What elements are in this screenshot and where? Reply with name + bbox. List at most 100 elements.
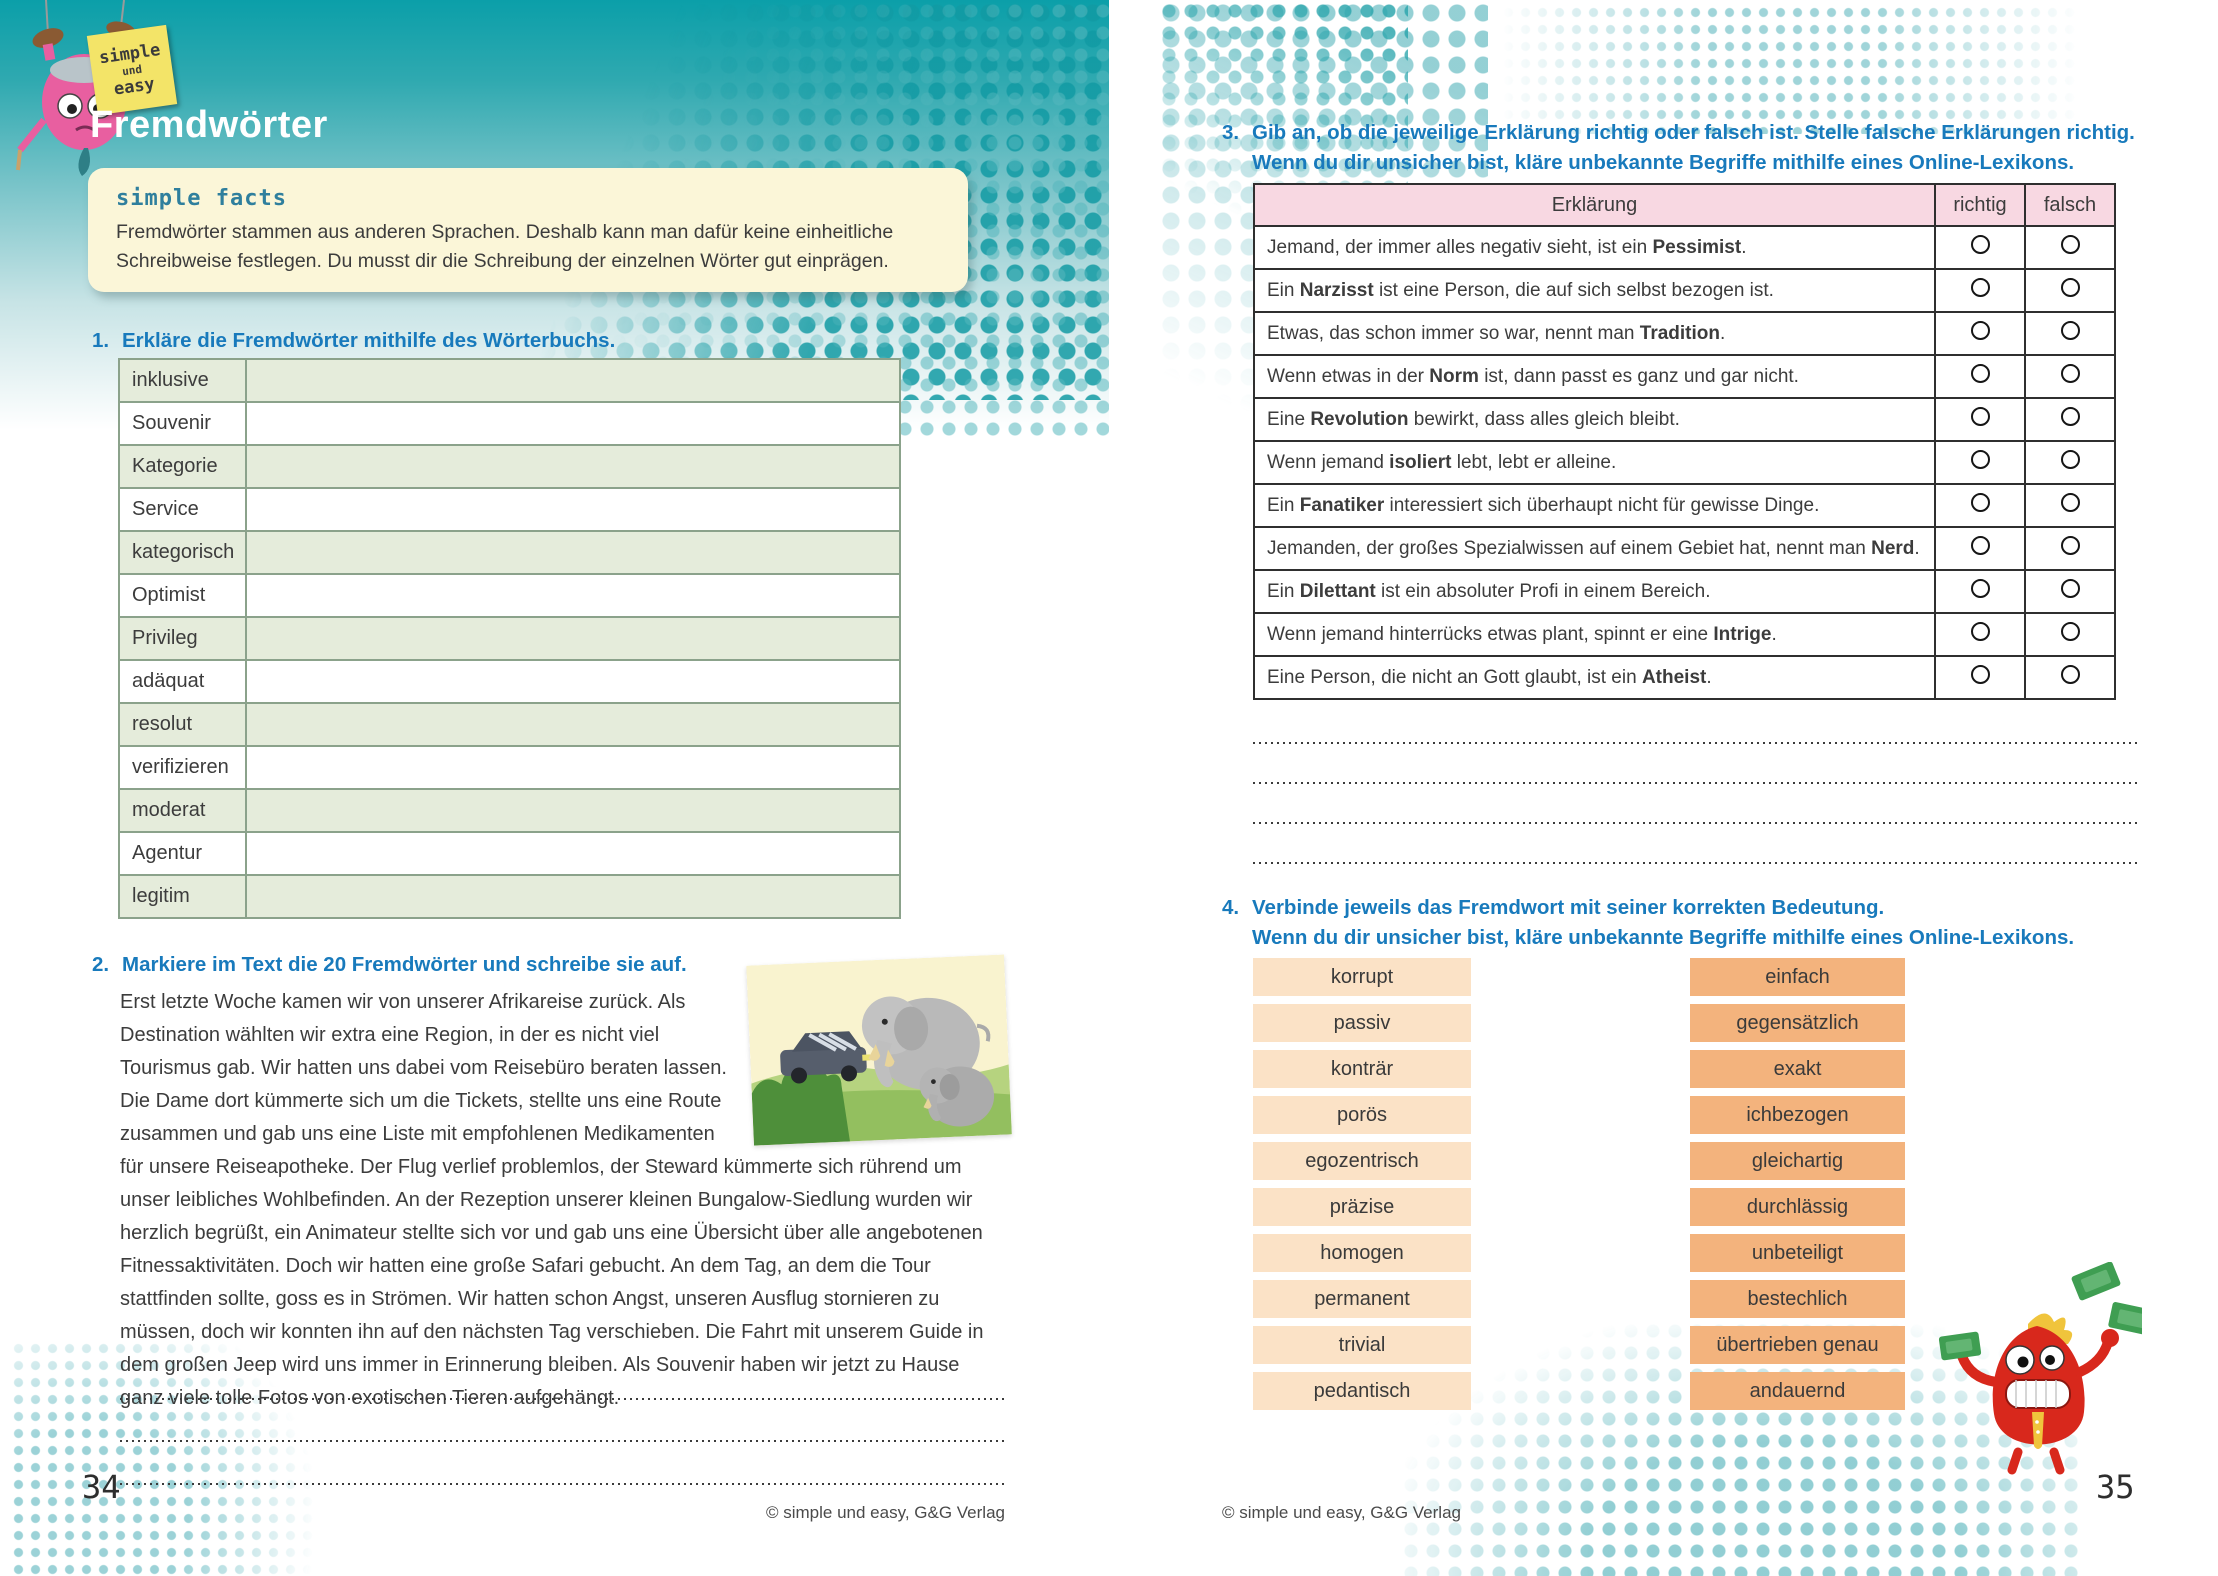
- falsch-cell[interactable]: [2024, 354, 2116, 399]
- ex1-answer-cell[interactable]: [245, 358, 901, 403]
- falsch-cell[interactable]: [2024, 268, 2116, 313]
- ex3-statement: Eine Revolution bewirkt, dass alles glei…: [1253, 397, 1936, 442]
- ex1-answer-cell[interactable]: [245, 573, 901, 618]
- ex1-answer-cell[interactable]: [245, 530, 901, 575]
- richtig-circle[interactable]: [1970, 321, 1990, 340]
- ex1-answer-cell[interactable]: [245, 444, 901, 489]
- falsch-cell[interactable]: [2024, 225, 2116, 270]
- match-word-left[interactable]: pedantisch: [1253, 1372, 1471, 1410]
- ex3-statement: Wenn etwas in der Norm ist, dann passt e…: [1253, 354, 1936, 399]
- exercise2-number: 2.: [92, 953, 110, 976]
- richtig-circle[interactable]: [1970, 450, 1990, 469]
- richtig-cell[interactable]: [1934, 440, 2026, 485]
- richtig-cell[interactable]: [1934, 225, 2026, 270]
- ex1-row: Agentur: [118, 831, 901, 876]
- ex1-answer-cell[interactable]: [245, 788, 901, 833]
- falsch-cell[interactable]: [2024, 612, 2116, 657]
- richtig-cell[interactable]: [1934, 612, 2026, 657]
- falsch-cell[interactable]: [2024, 311, 2116, 356]
- match-word-right[interactable]: bestechlich: [1690, 1280, 1905, 1318]
- richtig-circle[interactable]: [1970, 536, 1990, 555]
- match-word-right[interactable]: gleichartig: [1690, 1142, 1905, 1180]
- ex1-answer-cell[interactable]: [245, 702, 901, 747]
- match-word-left[interactable]: korrupt: [1253, 958, 1471, 996]
- answer-line[interactable]: [120, 1398, 1005, 1400]
- ex1-answer-cell[interactable]: [245, 745, 901, 790]
- ex1-row: verifizieren: [118, 745, 901, 790]
- falsch-circle[interactable]: [2060, 278, 2080, 297]
- brand-note-line3: easy: [112, 73, 156, 100]
- richtig-cell[interactable]: [1934, 354, 2026, 399]
- match-word-right[interactable]: übertrieben genau: [1690, 1326, 1905, 1364]
- falsch-cell[interactable]: [2024, 569, 2116, 614]
- falsch-circle[interactable]: [2060, 622, 2080, 641]
- richtig-cell[interactable]: [1934, 569, 2026, 614]
- exercise4-heading: 4. Verbinde jeweils das Fremdwort mit se…: [1222, 893, 2074, 953]
- falsch-circle[interactable]: [2060, 665, 2080, 684]
- match-word-right[interactable]: unbeteiligt: [1690, 1234, 1905, 1272]
- ex1-word: legitim: [118, 874, 247, 919]
- exercise3-number: 3.: [1222, 121, 1240, 144]
- falsch-cell[interactable]: [2024, 655, 2116, 700]
- falsch-circle[interactable]: [2060, 493, 2080, 512]
- ex1-answer-cell[interactable]: [245, 616, 901, 661]
- richtig-circle[interactable]: [1970, 579, 1990, 598]
- falsch-cell[interactable]: [2024, 440, 2116, 485]
- match-word-left[interactable]: homogen: [1253, 1234, 1471, 1272]
- match-word-right[interactable]: gegensätzlich: [1690, 1004, 1905, 1042]
- match-word-left[interactable]: präzise: [1253, 1188, 1471, 1226]
- falsch-circle[interactable]: [2060, 579, 2080, 598]
- richtig-circle[interactable]: [1970, 278, 1990, 297]
- answer-line[interactable]: [1253, 782, 2141, 784]
- ex3-row: Wenn jemand hinterrücks etwas plant, spi…: [1253, 612, 2116, 657]
- match-word-left[interactable]: porös: [1253, 1096, 1471, 1134]
- match-word-left[interactable]: passiv: [1253, 1004, 1471, 1042]
- richtig-cell[interactable]: [1934, 483, 2026, 528]
- ex1-answer-cell[interactable]: [245, 487, 901, 532]
- richtig-cell[interactable]: [1934, 655, 2026, 700]
- answer-line[interactable]: [120, 1483, 1005, 1485]
- richtig-cell[interactable]: [1934, 268, 2026, 313]
- richtig-circle[interactable]: [1970, 364, 1990, 383]
- richtig-circle[interactable]: [1970, 407, 1990, 426]
- ex1-answer-cell[interactable]: [245, 831, 901, 876]
- ex1-answer-cell[interactable]: [245, 874, 901, 919]
- ex1-answer-cell[interactable]: [245, 401, 901, 446]
- falsch-circle[interactable]: [2060, 364, 2080, 383]
- match-word-right[interactable]: einfach: [1690, 958, 1905, 996]
- falsch-cell[interactable]: [2024, 483, 2116, 528]
- falsch-circle[interactable]: [2060, 450, 2080, 469]
- match-word-right[interactable]: andauernd: [1690, 1372, 1905, 1410]
- ex1-word: verifizieren: [118, 745, 247, 790]
- facts-box: simple facts Fremdwörter stammen aus and…: [88, 168, 968, 292]
- richtig-cell[interactable]: [1934, 526, 2026, 571]
- answer-line[interactable]: [1253, 862, 2141, 864]
- richtig-circle[interactable]: [1970, 493, 1990, 512]
- richtig-circle[interactable]: [1970, 665, 1990, 684]
- match-word-left[interactable]: trivial: [1253, 1326, 1471, 1364]
- richtig-circle[interactable]: [1970, 622, 1990, 641]
- answer-line[interactable]: [1253, 742, 2141, 744]
- answer-line[interactable]: [1253, 822, 2141, 824]
- exercise2-text: Erst letzte Woche kamen wir von unserer …: [120, 991, 984, 1409]
- falsch-circle[interactable]: [2060, 321, 2080, 340]
- match-word-left[interactable]: egozentrisch: [1253, 1142, 1471, 1180]
- ex1-answer-cell[interactable]: [245, 659, 901, 704]
- match-word-left[interactable]: konträr: [1253, 1050, 1471, 1088]
- match-word-right[interactable]: exakt: [1690, 1050, 1905, 1088]
- match-word-right[interactable]: ichbezogen: [1690, 1096, 1905, 1134]
- ex3-row: Jemand, der immer alles negativ sieht, i…: [1253, 225, 2116, 270]
- falsch-cell[interactable]: [2024, 397, 2116, 442]
- falsch-circle[interactable]: [2060, 235, 2080, 254]
- falsch-cell[interactable]: [2024, 526, 2116, 571]
- richtig-cell[interactable]: [1934, 311, 2026, 356]
- match-word-left[interactable]: permanent: [1253, 1280, 1471, 1318]
- match-word-right[interactable]: durchlässig: [1690, 1188, 1905, 1226]
- falsch-circle[interactable]: [2060, 407, 2080, 426]
- richtig-cell[interactable]: [1934, 397, 2026, 442]
- answer-line[interactable]: [120, 1440, 1005, 1442]
- richtig-circle[interactable]: [1970, 235, 1990, 254]
- falsch-circle[interactable]: [2060, 536, 2080, 555]
- ex3-header-erklaerung: Erklärung: [1253, 183, 1936, 227]
- ex3-header-richtig: richtig: [1934, 183, 2026, 227]
